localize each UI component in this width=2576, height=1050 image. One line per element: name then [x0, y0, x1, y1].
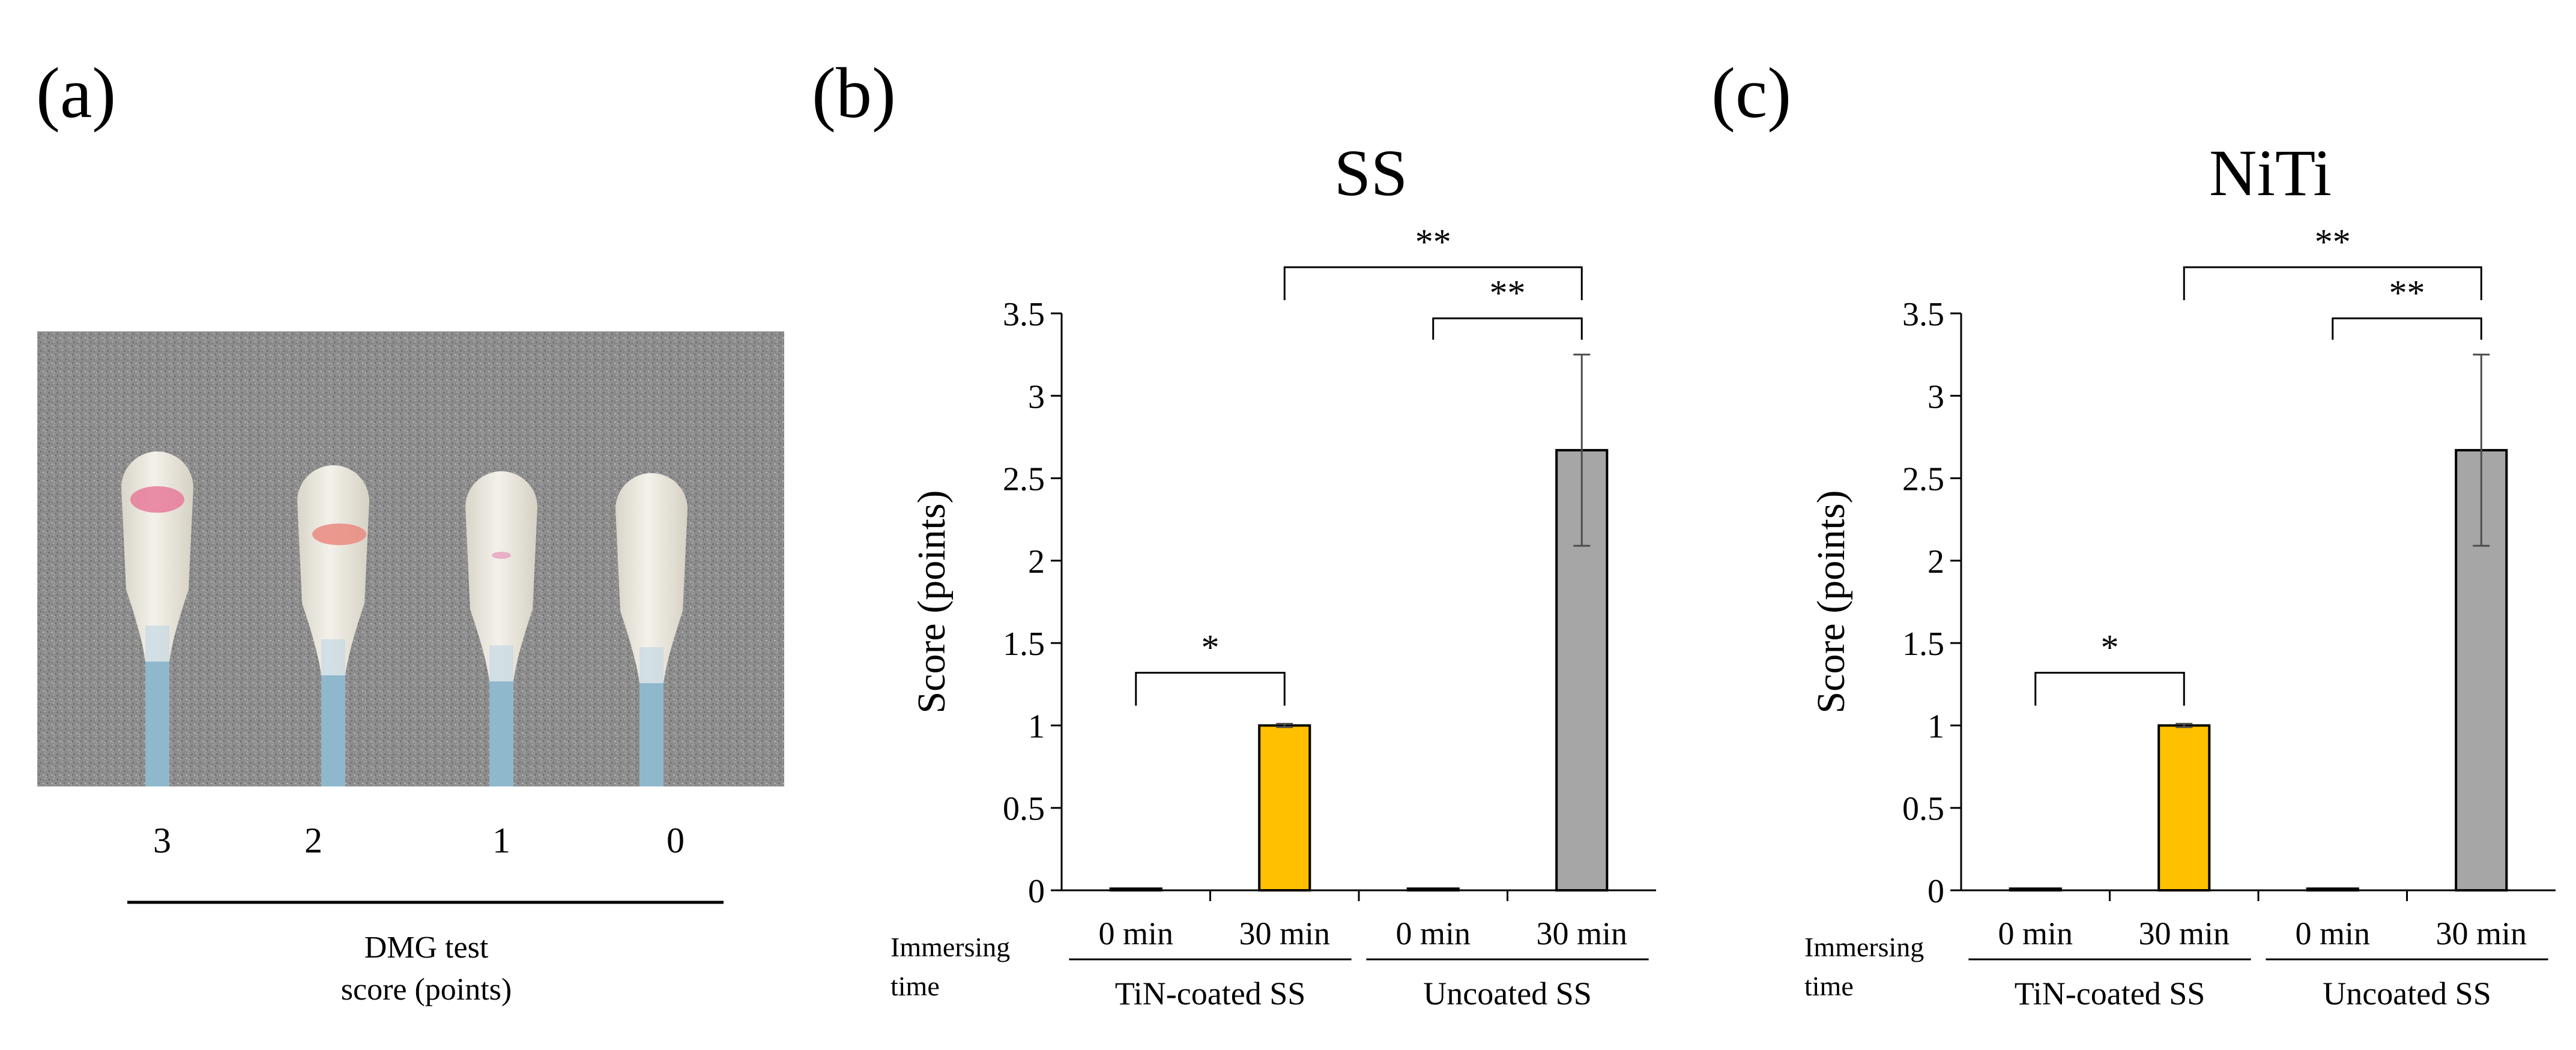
- significance-label: *: [1202, 628, 1220, 668]
- cotton-swab: [297, 465, 369, 786]
- x-tick-label: 0 min: [1395, 916, 1471, 952]
- swab-stain: [492, 552, 511, 559]
- bar: [1109, 887, 1163, 892]
- y-axis-label: Score (points): [910, 490, 954, 713]
- y-tick-label: 2: [1927, 543, 1944, 581]
- chart-title: NiTi: [2209, 136, 2332, 210]
- x-tick-label: 0 min: [1098, 916, 1173, 952]
- group-label: Uncoated SS: [2323, 976, 2491, 1012]
- significance-label: *: [2101, 628, 2119, 668]
- bracket-line: [2183, 266, 2482, 301]
- y-tick-label: 3: [1927, 378, 1944, 415]
- swab-head: [615, 473, 688, 683]
- significance-label: **: [2315, 222, 2351, 262]
- y-tick-label: 1: [1028, 708, 1045, 745]
- bracket-line: [1135, 672, 1286, 706]
- bar: [1406, 887, 1460, 892]
- y-axis-label: Score (points): [1809, 490, 1853, 713]
- y-tick-label: 1.5: [1902, 626, 1944, 663]
- cotton-swab: [121, 451, 193, 786]
- chart-ss: SS Score (points) 0 0.5 1 1.5 2 2.5 3 3.5 0 min 30 …: [890, 136, 1656, 1012]
- x-tick-label: 0 min: [2295, 916, 2370, 952]
- swab-score-labels: 3 2 1 0: [153, 821, 685, 860]
- significance-bracket: **: [1432, 273, 1583, 340]
- swab-score-2: 2: [304, 821, 322, 860]
- swab-transition: [321, 639, 345, 675]
- x-tick-label: 30 min: [1536, 916, 1627, 952]
- significance-bracket: *: [2034, 628, 2185, 706]
- swab-score-0: 0: [667, 821, 685, 860]
- panel-b: (b) SS Score (points) 0 0.5 1 1.5 2 2.5 3 3.5 0 mi…: [812, 53, 1656, 1012]
- error-bar: [1573, 354, 1591, 547]
- y-tick-label: 3.5: [1003, 296, 1045, 333]
- group-label: TiN-coated SS: [2015, 976, 2206, 1012]
- y-tick-label: 1: [1927, 708, 1944, 745]
- cotton-swab-photo: [37, 331, 784, 786]
- significance-bracket: *: [1135, 628, 1286, 706]
- bracket-line: [1283, 266, 1583, 301]
- y-tick-label: 0.5: [1003, 791, 1045, 828]
- bar: [2157, 724, 2211, 892]
- y-tick-label: 0.5: [1902, 791, 1944, 828]
- y-tick-label: 0: [1927, 873, 1944, 910]
- swab-transition: [489, 645, 513, 681]
- caption-line-1: DMG test: [364, 931, 489, 965]
- immersing-label-time: time: [1804, 971, 1854, 1001]
- panel-b-label: (b): [812, 53, 896, 133]
- y-tick-label: 0: [1028, 873, 1045, 910]
- caption-line-2: score (points): [341, 973, 512, 1007]
- immersing-label-time: time: [890, 971, 940, 1001]
- swab-score-3: 3: [153, 821, 171, 860]
- chart-title: SS: [1334, 136, 1407, 210]
- immersing-label: Immersing: [1804, 932, 1924, 962]
- cotton-swab: [615, 473, 688, 786]
- y-tick-label: 1.5: [1003, 626, 1045, 663]
- panel-c-label: (c): [1711, 53, 1791, 133]
- y-tick-label: 2.5: [1902, 461, 1944, 498]
- panel-a: (a): [36, 53, 784, 1007]
- significance-bracket: **: [1283, 222, 1583, 301]
- panel-a-label: (a): [36, 53, 116, 133]
- x-tick-label: 30 min: [1239, 916, 1330, 952]
- y-tick-label: 2: [1028, 543, 1045, 581]
- swab-stain: [130, 486, 184, 513]
- immersing-label: Immersing: [890, 932, 1010, 962]
- swab-transition: [639, 647, 664, 683]
- bracket-line: [1432, 317, 1583, 340]
- swab-head: [297, 465, 369, 675]
- bar: [1258, 724, 1311, 892]
- x-tick-label: 30 min: [2138, 916, 2230, 952]
- y-tick-label: 3: [1028, 378, 1045, 415]
- significance-label: **: [1415, 222, 1451, 262]
- panel-c: (c) NiTi Score (points) 0 0.5 1 1.5 2 2.5 3 3.5 0 …: [1711, 53, 2556, 1012]
- chart-niti: NiTi Score (points) 0 0.5 1 1.5 2 2.5 3 3.5 0 min 3…: [1804, 136, 2556, 1012]
- bar: [2306, 887, 2359, 892]
- group-label: Uncoated SS: [1423, 976, 1591, 1012]
- swab-head: [465, 471, 537, 681]
- error-bar: [2473, 354, 2490, 547]
- error-bar: [1276, 723, 1293, 728]
- bar: [2009, 887, 2062, 892]
- swab-transition: [145, 626, 169, 662]
- group-label: TiN-coated SS: [1115, 976, 1306, 1012]
- bracket-line: [2034, 672, 2185, 706]
- bracket-line: [2332, 317, 2482, 340]
- significance-bracket: **: [2183, 222, 2482, 301]
- y-tick-label: 3.5: [1902, 296, 1944, 333]
- significance-bracket: **: [2332, 273, 2482, 340]
- swab-stain: [312, 523, 366, 545]
- x-tick-label: 30 min: [2435, 916, 2527, 952]
- y-tick-label: 2.5: [1003, 461, 1045, 498]
- significance-label: **: [1490, 273, 1526, 313]
- swab-score-1: 1: [492, 821, 510, 860]
- error-bar: [2175, 723, 2193, 728]
- cotton-swab: [465, 471, 537, 786]
- significance-label: **: [2389, 273, 2425, 313]
- x-tick-label: 0 min: [1998, 916, 2073, 952]
